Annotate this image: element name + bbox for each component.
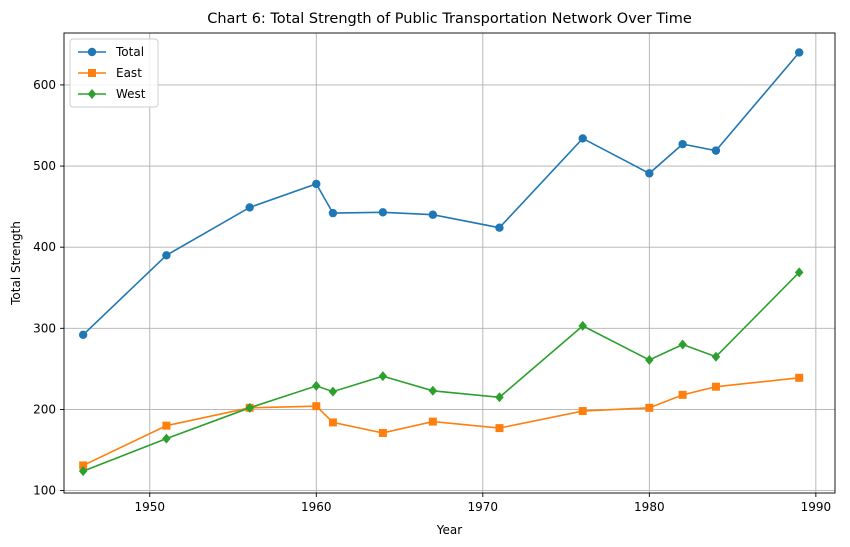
legend-marker-total	[87, 47, 97, 57]
point-west	[162, 433, 171, 444]
x-axis-label: Year	[436, 523, 462, 537]
point-east	[795, 373, 804, 382]
legend-label-total: Total	[115, 45, 144, 59]
x-tick-label: 1950	[134, 500, 165, 514]
legend-marker-east	[88, 69, 96, 77]
legend-label-east: East	[116, 66, 142, 80]
y-tick-label: 100	[33, 484, 56, 498]
point-east	[645, 403, 654, 412]
point-total	[678, 139, 687, 149]
point-west	[428, 385, 438, 396]
series-total	[78, 48, 804, 339]
legend-label-west: West	[116, 87, 146, 101]
point-west	[578, 320, 587, 331]
legend-item-east: East	[78, 66, 142, 80]
point-west	[678, 339, 687, 350]
point-total	[578, 134, 587, 143]
point-total	[328, 208, 338, 218]
point-total	[378, 208, 388, 217]
point-east	[79, 461, 88, 470]
x-tick-label: 1980	[634, 500, 665, 514]
point-east	[711, 382, 720, 391]
plot-series	[78, 48, 804, 477]
y-tick-label: 400	[33, 240, 56, 254]
point-total	[312, 179, 321, 189]
point-west	[645, 354, 654, 365]
grid	[64, 33, 835, 493]
point-east	[678, 390, 687, 399]
legend-item-total: Total	[78, 45, 144, 59]
y-axis-label: Total Strength	[9, 221, 23, 306]
point-west	[794, 267, 804, 278]
point-total	[495, 223, 504, 232]
point-east	[328, 418, 337, 427]
chart-title: Chart 6: Total Strength of Public Transp…	[207, 11, 692, 27]
legend: Total East West	[69, 38, 159, 108]
point-total	[794, 48, 804, 57]
point-east	[495, 424, 504, 433]
point-total	[428, 210, 438, 219]
point-west	[328, 386, 338, 397]
point-east	[578, 407, 587, 416]
legend-marker-west	[87, 89, 97, 99]
axes: 1950 1960 1970 1980 1990 100 200 300 400 500 600	[33, 78, 831, 514]
point-east	[312, 402, 321, 411]
point-total	[78, 330, 88, 339]
point-west	[245, 402, 254, 413]
point-total	[645, 169, 654, 178]
x-tick-label: 1960	[301, 500, 332, 514]
y-tick-label: 600	[33, 78, 56, 92]
point-total	[711, 146, 721, 155]
series-west	[78, 267, 804, 477]
x-tick-label: 1990	[801, 500, 832, 514]
point-total	[162, 251, 171, 260]
legend-item-west: West	[78, 87, 146, 101]
point-west	[711, 351, 721, 362]
plot-frame	[63, 32, 836, 494]
y-tick-label: 300	[33, 321, 56, 335]
point-west	[78, 466, 88, 477]
point-east	[428, 417, 437, 426]
y-tick-label: 500	[33, 159, 56, 173]
point-west	[495, 392, 504, 403]
y-tick-label: 200	[33, 402, 56, 416]
point-total	[245, 203, 254, 212]
point-east	[162, 421, 171, 430]
point-west	[378, 371, 388, 382]
point-west	[312, 380, 321, 391]
x-tick-label: 1970	[468, 500, 499, 514]
point-east	[378, 428, 387, 437]
